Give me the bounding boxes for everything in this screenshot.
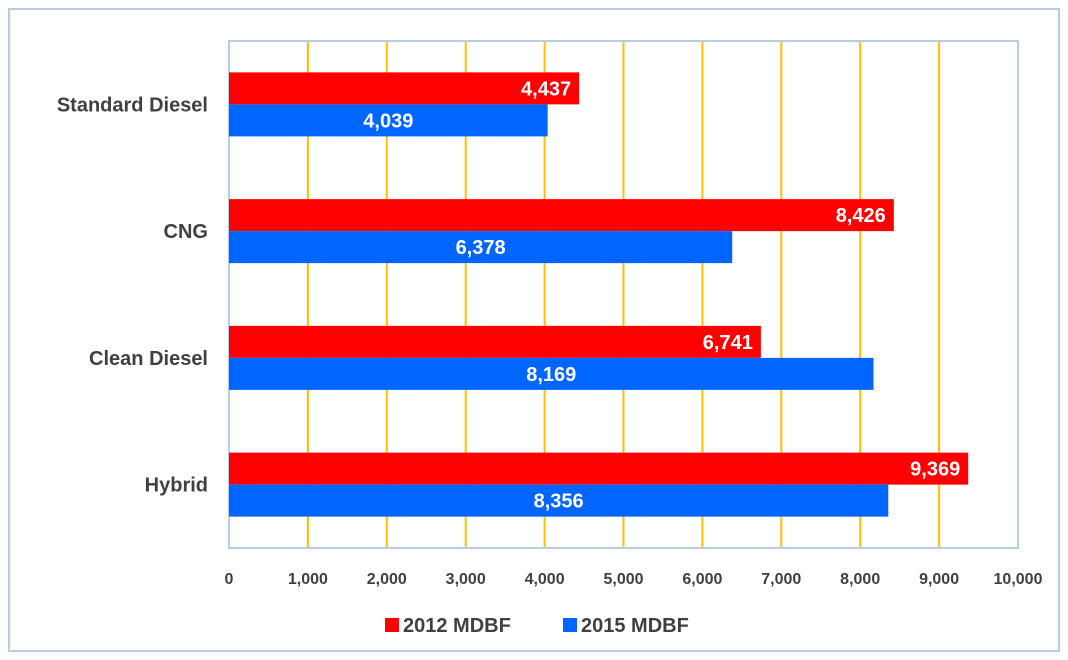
bar bbox=[229, 326, 761, 358]
data-label: 6,378 bbox=[456, 237, 506, 259]
x-tick-label: 0 bbox=[225, 571, 234, 588]
bars bbox=[229, 72, 968, 516]
legend: 2012 MDBF 2015 MDBF bbox=[385, 615, 689, 637]
x-tick-label: 2,000 bbox=[367, 571, 407, 588]
x-tick-label: 9,000 bbox=[919, 571, 959, 588]
x-tick-label: 5,000 bbox=[603, 571, 643, 588]
category-labels: Standard Diesel CNG Clean Diesel Hybrid bbox=[57, 94, 208, 496]
x-tick-label: 8,000 bbox=[840, 571, 880, 588]
data-label: 6,741 bbox=[703, 332, 753, 354]
bar bbox=[229, 199, 894, 231]
legend-swatch bbox=[385, 618, 399, 632]
data-label: 8,169 bbox=[526, 364, 576, 386]
x-tick-label: 10,000 bbox=[994, 571, 1043, 588]
category-label: Standard Diesel bbox=[57, 94, 208, 116]
x-tick-label: 6,000 bbox=[682, 571, 722, 588]
x-tick-labels: 0 1,000 2,000 3,000 4,000 5,000 6,000 7,000 8,00… bbox=[225, 571, 1043, 588]
data-label: 9,369 bbox=[910, 459, 960, 481]
x-tick-label: 4,000 bbox=[525, 571, 565, 588]
legend-label: 2012 MDBF bbox=[403, 615, 511, 637]
category-label: CNG bbox=[164, 221, 208, 243]
category-label: Clean Diesel bbox=[89, 348, 208, 370]
legend-label: 2015 MDBF bbox=[581, 615, 689, 637]
data-labels: 4,437 4,039 8,426 6,378 6,741 8,169 9,369 8,356 bbox=[363, 78, 960, 512]
x-tick-label: 3,000 bbox=[446, 571, 486, 588]
category-label: Hybrid bbox=[145, 475, 208, 497]
bar bbox=[229, 453, 968, 485]
data-label: 4,437 bbox=[521, 78, 571, 100]
data-label: 8,426 bbox=[836, 205, 886, 227]
data-label: 4,039 bbox=[363, 110, 413, 132]
x-tick-label: 1,000 bbox=[288, 571, 328, 588]
legend-swatch bbox=[563, 618, 577, 632]
x-tick-label: 7,000 bbox=[761, 571, 801, 588]
data-label: 8,356 bbox=[534, 491, 584, 513]
